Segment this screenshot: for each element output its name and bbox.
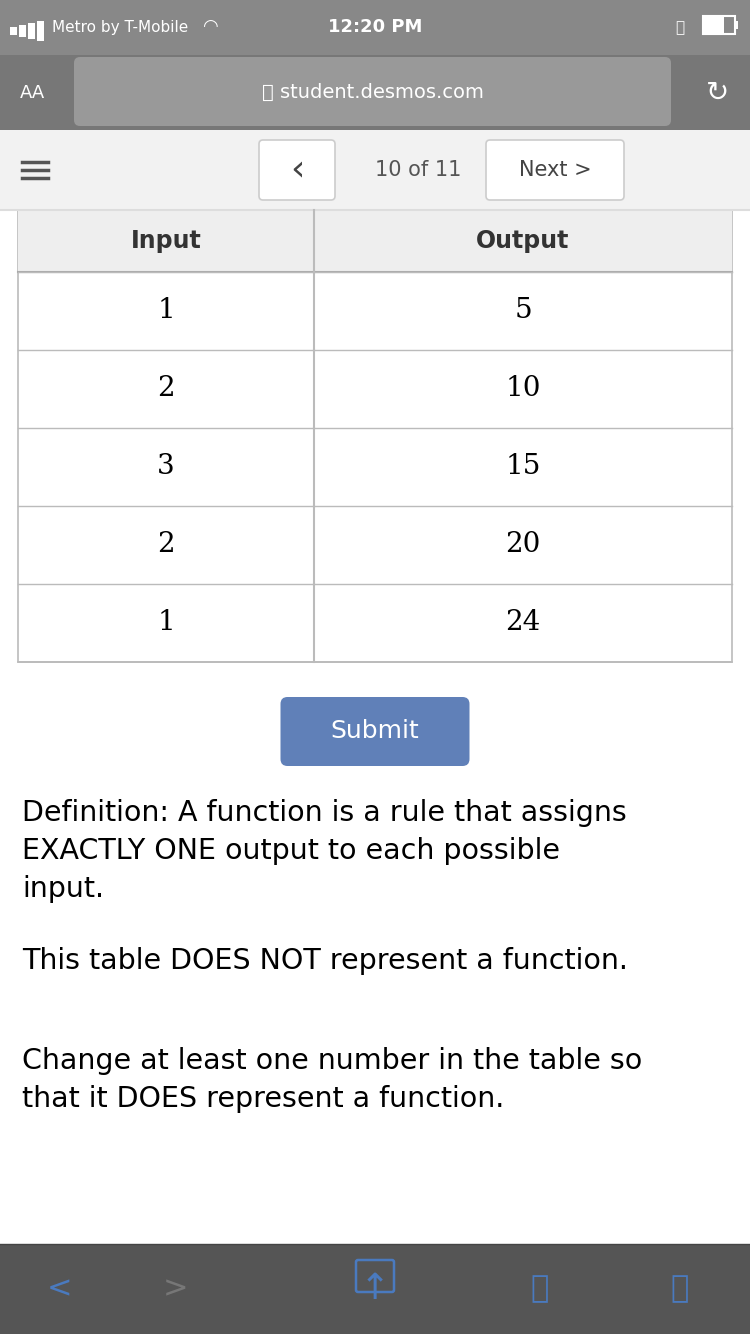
Text: Output: Output bbox=[476, 229, 570, 253]
Text: This table DOES NOT represent a function.: This table DOES NOT represent a function… bbox=[22, 947, 628, 975]
Text: 10: 10 bbox=[506, 375, 541, 403]
Text: 10 of 11: 10 of 11 bbox=[375, 160, 461, 180]
Text: ⧉: ⧉ bbox=[670, 1274, 689, 1303]
FancyBboxPatch shape bbox=[486, 140, 624, 200]
Text: 📖: 📖 bbox=[531, 1274, 549, 1303]
Text: 1: 1 bbox=[158, 610, 175, 636]
Text: Submit: Submit bbox=[331, 719, 419, 743]
Bar bbox=[18, 209, 732, 662]
Bar bbox=[28, 23, 35, 39]
Text: AA: AA bbox=[20, 84, 45, 101]
Text: 🔒 student.desmos.com: 🔒 student.desmos.com bbox=[262, 83, 484, 101]
Bar bbox=[704, 17, 724, 33]
Bar bbox=[703, 16, 735, 33]
FancyBboxPatch shape bbox=[280, 696, 470, 766]
Bar bbox=[0, 1245, 750, 1334]
Text: Change at least one number in the table so
that it DOES represent a function.: Change at least one number in the table … bbox=[22, 1047, 642, 1113]
FancyBboxPatch shape bbox=[259, 140, 335, 200]
Bar bbox=[735, 21, 738, 29]
Text: ‹: ‹ bbox=[290, 153, 304, 187]
Text: ⓞ: ⓞ bbox=[676, 20, 685, 35]
Text: 20: 20 bbox=[506, 531, 541, 559]
Text: 24: 24 bbox=[506, 610, 541, 636]
Bar bbox=[18, 209, 732, 272]
Text: Definition: A function is a rule that assigns
EXACTLY ONE output to each possibl: Definition: A function is a rule that as… bbox=[22, 799, 627, 903]
Text: Input: Input bbox=[130, 229, 201, 253]
Text: 12:20 PM: 12:20 PM bbox=[328, 19, 422, 36]
Text: Next >: Next > bbox=[519, 160, 591, 180]
Text: Metro by T-Mobile: Metro by T-Mobile bbox=[52, 20, 188, 35]
Bar bbox=[37, 21, 44, 41]
Text: 2: 2 bbox=[158, 531, 175, 559]
Text: ◠: ◠ bbox=[202, 17, 217, 36]
Bar bbox=[19, 25, 26, 37]
Bar bbox=[0, 129, 750, 209]
FancyBboxPatch shape bbox=[74, 57, 671, 125]
Bar bbox=[10, 27, 17, 35]
Bar bbox=[0, 55, 750, 129]
Text: 5: 5 bbox=[514, 297, 532, 324]
Text: ↑: ↑ bbox=[360, 1273, 390, 1306]
Text: 15: 15 bbox=[506, 454, 541, 480]
Text: ↻: ↻ bbox=[706, 79, 730, 107]
Text: 2: 2 bbox=[158, 375, 175, 403]
Bar bbox=[0, 0, 750, 55]
Text: >: > bbox=[162, 1274, 188, 1303]
Text: 1: 1 bbox=[158, 297, 175, 324]
Text: 3: 3 bbox=[158, 454, 175, 480]
Text: <: < bbox=[47, 1274, 73, 1303]
